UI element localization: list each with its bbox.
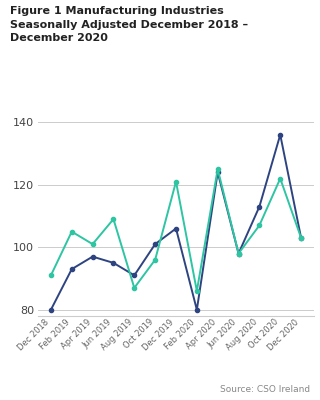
Turnover	[174, 179, 178, 184]
Turnover	[153, 257, 157, 262]
Line: Production: Production	[49, 133, 303, 312]
Production	[91, 254, 94, 259]
Turnover	[216, 167, 220, 172]
Turnover	[70, 229, 74, 234]
Turnover	[112, 217, 116, 222]
Turnover	[299, 236, 303, 240]
Production	[70, 267, 74, 272]
Production	[153, 242, 157, 246]
Production	[195, 307, 199, 312]
Production	[216, 170, 220, 175]
Turnover	[132, 286, 136, 290]
Production	[299, 236, 303, 240]
Turnover	[278, 176, 282, 181]
Turnover	[49, 273, 53, 278]
Turnover	[236, 251, 240, 256]
Turnover	[195, 289, 199, 294]
Production	[112, 260, 116, 265]
Text: Source: CSO Ireland: Source: CSO Ireland	[220, 385, 310, 394]
Text: Figure 1 Manufacturing Industries
Seasonally Adjusted December 2018 –
December 2: Figure 1 Manufacturing Industries Season…	[10, 6, 248, 43]
Production	[132, 273, 136, 278]
Production	[278, 132, 282, 137]
Production	[49, 307, 53, 312]
Turnover	[258, 223, 261, 228]
Production	[258, 204, 261, 209]
Turnover	[91, 242, 94, 246]
Production	[236, 251, 240, 256]
Line: Turnover: Turnover	[49, 167, 303, 293]
Production	[174, 226, 178, 231]
